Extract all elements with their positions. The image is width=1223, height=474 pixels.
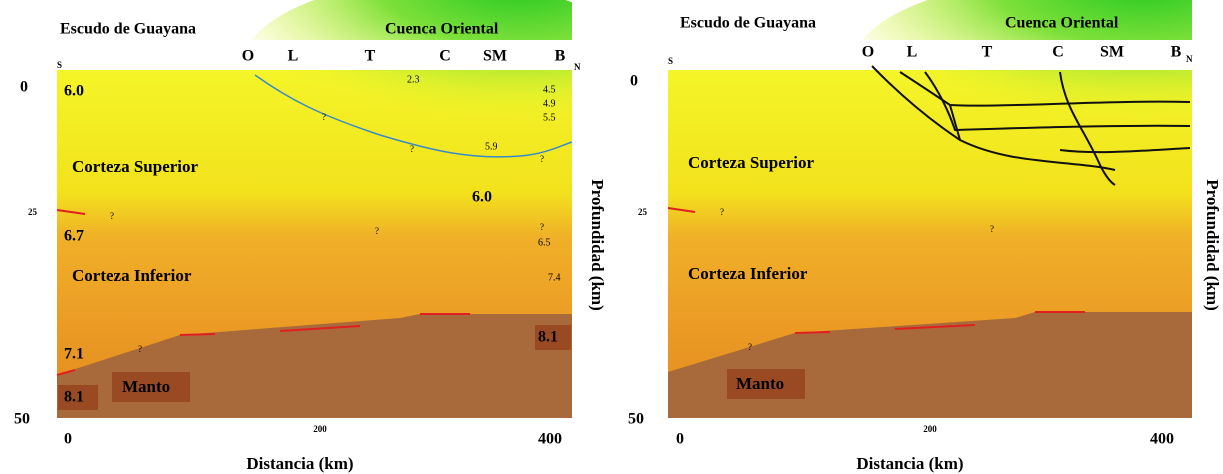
direction: S — [668, 56, 673, 66]
layer-label: Corteza Inferior — [688, 264, 808, 283]
question-mark: ? — [322, 112, 326, 122]
x-axis-label: Distancia (km) — [246, 454, 353, 473]
x-tick-label: 0 — [64, 431, 72, 448]
layer-label: Corteza Superior — [688, 153, 815, 172]
question-mark: ? — [138, 344, 142, 354]
station: SM — [1100, 44, 1124, 61]
velocity: 5.9 — [485, 141, 498, 152]
region-label: Escudo de Guayana — [60, 21, 196, 38]
y-tick-label: 25 — [638, 207, 648, 217]
basin — [850, 0, 1223, 160]
velocity: 6.5 — [538, 237, 551, 248]
y-tick-label: 25 — [28, 207, 38, 217]
direction: N — [1186, 54, 1193, 64]
y-tick-label: 0 — [630, 73, 638, 90]
x-tick-label: 0 — [676, 431, 684, 448]
question-mark: ? — [990, 224, 994, 234]
layer-label: Corteza Inferior — [72, 266, 192, 285]
station: O — [862, 44, 874, 61]
velocity: 8.1 — [538, 329, 558, 346]
y-tick-label: 0 — [20, 79, 28, 96]
question-mark: ? — [110, 211, 114, 221]
layer-label: Corteza Superior — [72, 157, 199, 176]
faults — [871, 65, 1191, 186]
station: T — [982, 44, 993, 61]
velocity: 7.1 — [64, 346, 84, 363]
station: B — [1171, 44, 1182, 61]
velocity: 4.9 — [543, 98, 556, 109]
station: SM — [483, 48, 507, 65]
x-axis-label: Distancia (km) — [856, 454, 963, 473]
station: L — [907, 44, 918, 61]
region-label: Cuenca Oriental — [1005, 15, 1119, 32]
velocity: 2.3 — [407, 74, 420, 85]
velocity: 6.0 — [472, 189, 492, 206]
station: L — [288, 48, 299, 65]
isoline — [254, 74, 573, 158]
y-axis-label: Profundidad (km) — [588, 179, 607, 310]
question-mark: ? — [720, 207, 724, 217]
layer-label: Manto — [122, 377, 170, 396]
layer-label: Manto — [736, 374, 784, 393]
velocity: 5.5 — [543, 112, 556, 123]
region-label: Escudo de Guayana — [680, 15, 816, 32]
y-axis-label: Profundidad (km) — [1203, 179, 1222, 310]
question-mark: ? — [540, 154, 544, 164]
station: C — [439, 48, 451, 65]
velocity: 7.4 — [548, 272, 561, 283]
x-tick-label: 400 — [1150, 431, 1174, 448]
direction: N — [574, 62, 581, 72]
region-label: Cuenca Oriental — [385, 21, 499, 38]
question-mark: ? — [410, 144, 414, 154]
velocity: 6.7 — [64, 228, 84, 245]
velocity: 6.0 — [64, 83, 84, 100]
station: T — [365, 48, 376, 65]
station: O — [242, 48, 254, 65]
velocity: 4.5 — [543, 84, 556, 95]
panel-right: Escudo de Guayana Cuenca Oriental O L T … — [628, 0, 1223, 474]
question-mark: ? — [748, 342, 752, 352]
y-tick-label: 50 — [14, 411, 30, 428]
question-mark: ? — [540, 222, 544, 232]
direction: S — [57, 60, 62, 70]
station: B — [555, 48, 566, 65]
x-tick-label: 200 — [923, 424, 937, 434]
y-tick-label: 50 — [628, 411, 644, 428]
question-mark: ? — [375, 226, 379, 236]
x-tick-label: 400 — [538, 431, 562, 448]
panel-left: Escudo de Guayana Cuenca Oriental O L T … — [14, 0, 640, 473]
station: C — [1052, 44, 1064, 61]
x-tick-label: 200 — [313, 424, 327, 434]
velocity: 8.1 — [64, 389, 84, 406]
